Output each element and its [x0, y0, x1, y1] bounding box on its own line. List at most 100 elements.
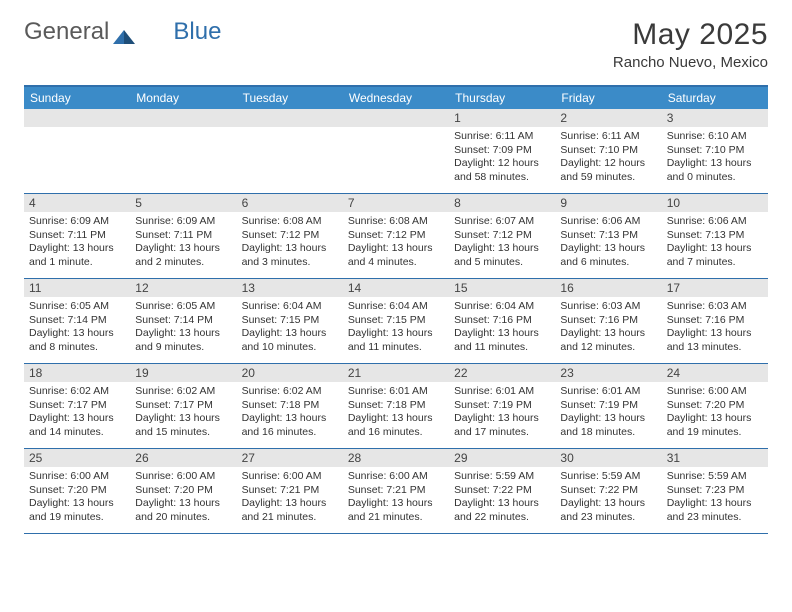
day-details: Sunrise: 6:01 AMSunset: 7:19 PMDaylight:… [454, 385, 550, 440]
day-details: Sunrise: 6:04 AMSunset: 7:16 PMDaylight:… [454, 300, 550, 355]
day-number: 15 [449, 279, 555, 297]
sunrise-text: Sunrise: 6:00 AM [667, 385, 763, 399]
daylight-text: Daylight: 13 hours and 4 minutes. [348, 242, 444, 269]
day-cell: 29 Sunrise: 5:59 AMSunset: 7:22 PMDayligh… [449, 449, 555, 533]
day-number: 27 [237, 449, 343, 467]
day-number: 25 [24, 449, 130, 467]
daylight-text: Daylight: 12 hours and 59 minutes. [560, 157, 656, 184]
sunrise-text: Sunrise: 6:01 AM [454, 385, 550, 399]
daylight-text: Daylight: 13 hours and 16 minutes. [242, 412, 338, 439]
day-number: 23 [555, 364, 661, 382]
day-cell [24, 109, 130, 193]
daylight-text: Daylight: 13 hours and 0 minutes. [667, 157, 763, 184]
dow-sun: Sunday [24, 87, 130, 109]
daylight-text: Daylight: 13 hours and 11 minutes. [454, 327, 550, 354]
day-number [130, 109, 236, 127]
week-row: 1Sunrise: 6:11 AMSunset: 7:09 PMDaylight… [24, 109, 768, 194]
sunrise-text: Sunrise: 6:02 AM [29, 385, 125, 399]
day-cell: 30Sunrise: 5:59 AMSunset: 7:22 PMDayligh… [555, 449, 661, 533]
day-number: 8 [449, 194, 555, 212]
header: General Blue May 2025 Rancho Nuevo, Mexi… [24, 18, 768, 71]
sunset-text: Sunset: 7:20 PM [135, 484, 231, 498]
daylight-text: Daylight: 13 hours and 19 minutes. [667, 412, 763, 439]
day-details: Sunrise: 6:04 AMSunset: 7:15 PMDaylight:… [242, 300, 338, 355]
dow-thu: Thursday [449, 87, 555, 109]
sunrise-text: Sunrise: 6:00 AM [242, 470, 338, 484]
day-details: Sunrise: 6:02 AMSunset: 7:17 PMDaylight:… [135, 385, 231, 440]
day-details: Sunrise: 6:02 AMSunset: 7:18 PMDaylight:… [242, 385, 338, 440]
logo-text-2: Blue [173, 18, 221, 46]
sunset-text: Sunset: 7:16 PM [667, 314, 763, 328]
day-cell: 1Sunrise: 6:11 AMSunset: 7:09 PMDaylight… [449, 109, 555, 193]
logo-text-1: General [24, 18, 109, 46]
sunset-text: Sunset: 7:23 PM [667, 484, 763, 498]
day-number [237, 109, 343, 127]
day-number: 6 [237, 194, 343, 212]
day-cell: 5 Sunrise: 6:09 AMSunset: 7:11 PMDaylight… [130, 194, 236, 278]
day-cell: 6 Sunrise: 6:08 AMSunset: 7:12 PMDaylight… [237, 194, 343, 278]
sunset-text: Sunset: 7:13 PM [667, 229, 763, 243]
daylight-text: Daylight: 13 hours and 23 minutes. [667, 497, 763, 524]
sunset-text: Sunset: 7:10 PM [560, 144, 656, 158]
logo: General Blue [24, 18, 221, 46]
daylight-text: Daylight: 13 hours and 2 minutes. [135, 242, 231, 269]
day-number: 9 [555, 194, 661, 212]
sunset-text: Sunset: 7:17 PM [135, 399, 231, 413]
day-number: 5 [130, 194, 236, 212]
day-cell: 17Sunrise: 6:03 AMSunset: 7:16 PMDayligh… [662, 279, 768, 363]
day-details: Sunrise: 6:04 AMSunset: 7:15 PMDaylight:… [348, 300, 444, 355]
day-cell: 9Sunrise: 6:06 AMSunset: 7:13 PMDaylight… [555, 194, 661, 278]
day-cell: 11Sunrise: 6:05 AMSunset: 7:14 PMDayligh… [24, 279, 130, 363]
sunset-text: Sunset: 7:19 PM [454, 399, 550, 413]
daylight-text: Daylight: 12 hours and 58 minutes. [454, 157, 550, 184]
day-number: 13 [237, 279, 343, 297]
day-details: Sunrise: 6:01 AMSunset: 7:19 PMDaylight:… [560, 385, 656, 440]
day-number: 19 [130, 364, 236, 382]
sunset-text: Sunset: 7:16 PM [560, 314, 656, 328]
daylight-text: Daylight: 13 hours and 19 minutes. [29, 497, 125, 524]
sunset-text: Sunset: 7:21 PM [242, 484, 338, 498]
daylight-text: Daylight: 13 hours and 21 minutes. [348, 497, 444, 524]
sunrise-text: Sunrise: 6:01 AM [560, 385, 656, 399]
daylight-text: Daylight: 13 hours and 23 minutes. [560, 497, 656, 524]
day-details: Sunrise: 5:59 AMSunset: 7:22 PMDaylight:… [454, 470, 550, 525]
day-number: 26 [130, 449, 236, 467]
sunset-text: Sunset: 7:11 PM [135, 229, 231, 243]
day-cell [130, 109, 236, 193]
sunrise-text: Sunrise: 6:10 AM [667, 130, 763, 144]
daylight-text: Daylight: 13 hours and 9 minutes. [135, 327, 231, 354]
day-cell [237, 109, 343, 193]
sunset-text: Sunset: 7:22 PM [560, 484, 656, 498]
sunrise-text: Sunrise: 6:06 AM [560, 215, 656, 229]
day-number: 4 [24, 194, 130, 212]
day-number: 20 [237, 364, 343, 382]
sunrise-text: Sunrise: 6:06 AM [667, 215, 763, 229]
day-details: Sunrise: 6:09 AMSunset: 7:11 PMDaylight:… [29, 215, 125, 270]
day-number: 10 [662, 194, 768, 212]
day-details: Sunrise: 6:00 AMSunset: 7:21 PMDaylight:… [242, 470, 338, 525]
day-details: Sunrise: 6:09 AMSunset: 7:11 PMDaylight:… [135, 215, 231, 270]
day-number: 24 [662, 364, 768, 382]
day-details: Sunrise: 6:07 AMSunset: 7:12 PMDaylight:… [454, 215, 550, 270]
day-number: 17 [662, 279, 768, 297]
daylight-text: Daylight: 13 hours and 3 minutes. [242, 242, 338, 269]
calendar-grid: Sunday Monday Tuesday Wednesday Thursday… [24, 85, 768, 534]
week-row: 25Sunrise: 6:00 AMSunset: 7:20 PMDayligh… [24, 449, 768, 534]
day-number [24, 109, 130, 127]
day-details: Sunrise: 6:10 AMSunset: 7:10 PMDaylight:… [667, 130, 763, 185]
sunrise-text: Sunrise: 6:00 AM [135, 470, 231, 484]
day-details: Sunrise: 6:08 AMSunset: 7:12 PMDaylight:… [242, 215, 338, 270]
day-cell: 13 Sunrise: 6:04 AMSunset: 7:15 PMDayligh… [237, 279, 343, 363]
day-cell: 3Sunrise: 6:10 AMSunset: 7:10 PMDaylight… [662, 109, 768, 193]
day-cell: 2Sunrise: 6:11 AMSunset: 7:10 PMDaylight… [555, 109, 661, 193]
day-number: 29 [449, 449, 555, 467]
day-number: 16 [555, 279, 661, 297]
day-number: 18 [24, 364, 130, 382]
sunset-text: Sunset: 7:21 PM [348, 484, 444, 498]
day-cell: 31Sunrise: 5:59 AMSunset: 7:23 PMDayligh… [662, 449, 768, 533]
day-cell: 21Sunrise: 6:01 AMSunset: 7:18 PMDayligh… [343, 364, 449, 448]
day-details: Sunrise: 6:00 AMSunset: 7:20 PMDaylight:… [667, 385, 763, 440]
day-details: Sunrise: 6:00 AMSunset: 7:20 PMDaylight:… [135, 470, 231, 525]
daylight-text: Daylight: 13 hours and 20 minutes. [135, 497, 231, 524]
sunrise-text: Sunrise: 6:11 AM [454, 130, 550, 144]
